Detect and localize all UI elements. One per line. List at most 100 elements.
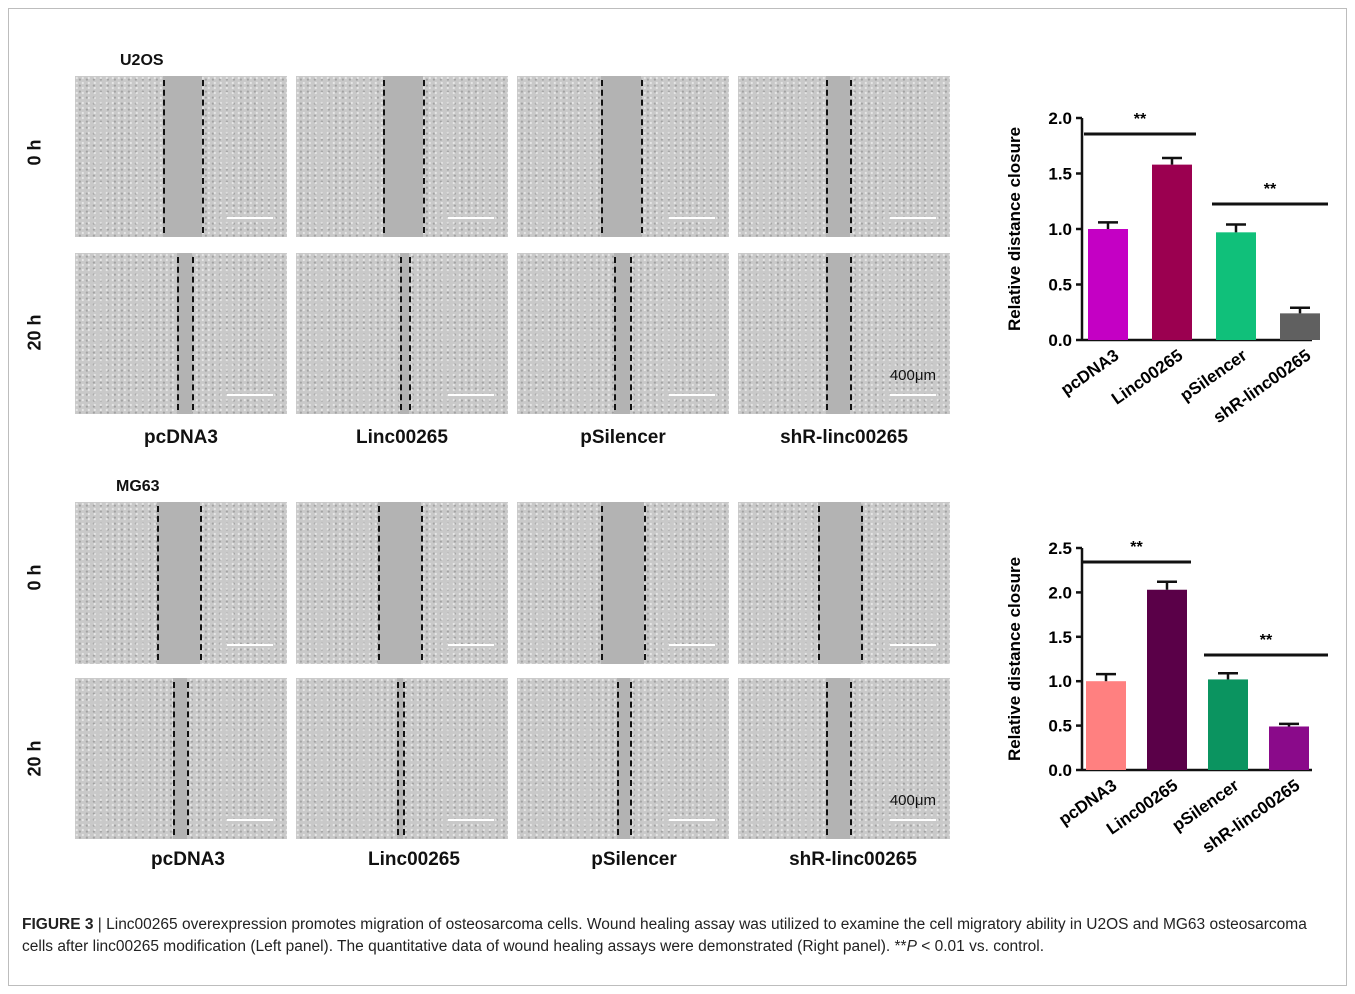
significance-label: ** [1260, 632, 1273, 649]
bar-psilencer [1208, 679, 1248, 770]
micrograph-u2os-r1-c3: 400μm [738, 253, 950, 414]
significance-label: ** [1264, 181, 1277, 198]
scale-bar [448, 394, 494, 396]
wound-edge-line [173, 682, 175, 835]
bar-psilencer [1216, 232, 1256, 340]
wound-edge-line [614, 257, 616, 410]
figure-frame [8, 8, 1347, 986]
wound-edge-line [861, 506, 863, 660]
scale-bar [227, 217, 273, 219]
significance-label: ** [1130, 539, 1143, 556]
wound-edge-line [397, 682, 399, 835]
bar-chart-u2os: 0.0 0.5 1.0 1.5 2.0 Relative distance closure… [1005, 109, 1328, 427]
wound-gap [378, 502, 421, 664]
wound-edge-line [421, 506, 423, 660]
scale-bar-label: 400μm [889, 792, 936, 809]
scale-bar [890, 819, 936, 821]
y-axis-label: Relative distance closure [1005, 557, 1024, 761]
caption-label: FIGURE 3 [22, 916, 94, 933]
wound-edge-line [177, 257, 179, 410]
scale-bar [227, 394, 273, 396]
caption-p-italic: P [906, 938, 917, 955]
y-tick-label: 0.0 [1048, 331, 1072, 350]
scale-bar [890, 644, 936, 646]
scale-bar-label: 400μm [889, 367, 936, 384]
y-tick-label: 1.5 [1048, 165, 1072, 184]
micrograph-u2os-r1-c0 [75, 253, 287, 414]
wound-edge-line [423, 80, 425, 233]
y-tick-label: 2.0 [1048, 109, 1072, 128]
wound-gap [601, 76, 641, 237]
bar-pcdna3 [1088, 229, 1128, 340]
caption-separator: | [93, 916, 107, 933]
panel-label-mg63: MG63 [116, 478, 160, 495]
wound-edge-line [400, 257, 402, 410]
wound-edge-line [403, 682, 405, 835]
scale-bar [448, 217, 494, 219]
scale-bar [669, 217, 715, 219]
wound-edge-line [850, 80, 852, 233]
micrograph-u2os-r0-c3 [738, 76, 950, 237]
micrograph-mg63-r0-c3 [738, 502, 950, 664]
wound-gap [397, 678, 403, 839]
bar-linc00265 [1147, 589, 1187, 770]
wound-edge-line [630, 682, 632, 835]
row-label-0h-mg63: 0 h [24, 564, 45, 591]
wound-gap [614, 253, 630, 414]
micrograph-u2os-r0-c0 [75, 76, 287, 237]
wound-gap [157, 502, 200, 664]
bar-shr-linc00265 [1269, 726, 1309, 770]
wound-gap [818, 502, 861, 664]
bar-pcdna3 [1086, 681, 1126, 770]
wound-edge-line [383, 80, 385, 233]
wound-edge-line [850, 257, 852, 410]
bar-chart-mg63: 0.0 0.5 1.0 1.5 2.0 2.5 Relative distance clos… [1005, 539, 1328, 857]
figure-caption: FIGURE 3 | Linc00265 overexpression prom… [22, 914, 1332, 958]
y-axis-label: Relative distance closure [1005, 127, 1024, 331]
significance-label: ** [1134, 111, 1147, 128]
wound-gap [163, 76, 202, 237]
bar-shr-linc00265 [1280, 313, 1320, 340]
micrograph-mg63-r0-c2 [517, 502, 729, 664]
wound-gap [601, 502, 644, 664]
scale-bar [890, 217, 936, 219]
wound-edge-line [826, 257, 828, 410]
caption-text-2: < 0.01 vs. control. [916, 938, 1045, 955]
wound-gap [400, 253, 409, 414]
row-label-20h-mg63: 20 h [24, 740, 45, 777]
scale-bar [448, 819, 494, 821]
y-tick-label: 1.0 [1048, 220, 1072, 239]
column-label-shr-linc00265: shR-linc00265 [780, 427, 908, 448]
scale-bar [669, 644, 715, 646]
wound-edge-line [202, 80, 204, 233]
micrograph-mg63-r1-c2 [517, 678, 729, 839]
scale-bar [227, 644, 273, 646]
column-label-linc00265-mg63: Linc00265 [368, 849, 460, 870]
micrograph-mg63-r1-c0 [75, 678, 287, 839]
caption-text-1: Linc00265 overexpression promotes migrat… [22, 916, 1307, 955]
micrograph-u2os-r0-c2 [517, 76, 729, 237]
micrograph-mg63-r1-c3: 400μm [738, 678, 950, 839]
y-tick-label: 0.0 [1048, 761, 1072, 780]
wound-edge-line [601, 506, 603, 660]
micrograph-u2os-r0-c1 [296, 76, 508, 237]
wound-edge-line [617, 682, 619, 835]
wound-edge-line [157, 506, 159, 660]
wound-edge-line [200, 506, 202, 660]
micrograph-u2os-r1-c1 [296, 253, 508, 414]
bar-linc00265 [1152, 164, 1192, 340]
row-label-20h: 20 h [24, 314, 45, 351]
micrograph-mg63-r0-c1 [296, 502, 508, 664]
y-tick-label: 2.5 [1048, 539, 1072, 558]
micrograph-u2os-r1-c2 [517, 253, 729, 414]
wound-gap [826, 678, 850, 839]
wound-gap [617, 678, 630, 839]
scale-bar [669, 394, 715, 396]
scale-bar [448, 644, 494, 646]
wound-gap [177, 253, 192, 414]
wound-edge-line [187, 682, 189, 835]
y-tick-label: 1.0 [1048, 672, 1072, 691]
x-tick-label: Linc00265 [1108, 346, 1186, 409]
row-label-0h: 0 h [24, 139, 45, 166]
column-label-linc00265: Linc00265 [356, 427, 448, 448]
